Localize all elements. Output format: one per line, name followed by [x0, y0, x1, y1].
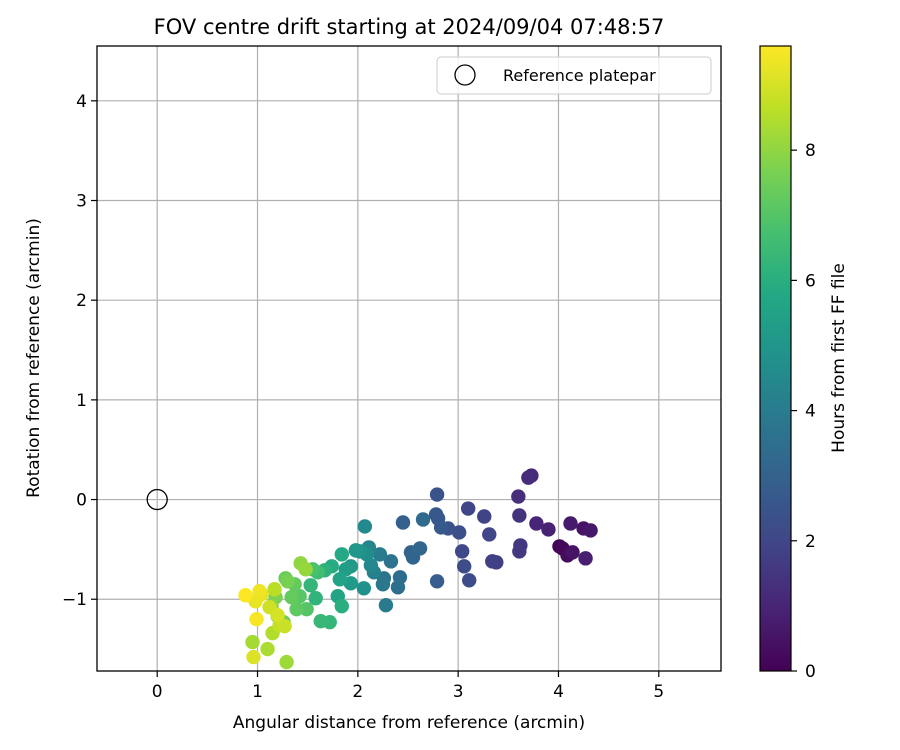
data-point: [477, 509, 492, 524]
data-point: [390, 580, 406, 595]
colorbar-tick-label: 4: [805, 402, 816, 422]
data-point: [249, 611, 264, 627]
data-point: [267, 582, 282, 597]
colorbar: 0 2 4 6 8 Hours from first FF file: [759, 45, 849, 682]
data-point: [332, 572, 347, 587]
gridlines: [97, 46, 721, 671]
data-point: [246, 649, 261, 665]
data-point: [565, 545, 580, 560]
data-point: [260, 641, 275, 657]
data-point: [238, 588, 253, 603]
data-point: [343, 576, 359, 591]
legend-reference-marker: [454, 64, 476, 86]
x-tick-label: 3: [453, 682, 464, 702]
plot-frame: [96, 45, 722, 672]
y-axis-label: Rotation from reference (arcmin): [24, 218, 44, 498]
y-tick-label: 1: [76, 391, 87, 411]
x-tick-label: 1: [252, 682, 263, 702]
colorbar-gradient: [760, 46, 791, 671]
data-point: [284, 590, 299, 605]
data-point: [454, 544, 470, 559]
data-point: [521, 470, 536, 485]
data-point: [412, 541, 428, 556]
y-tick-label: 4: [76, 92, 87, 112]
y-ticks: −1 0 1 2 3 4: [62, 92, 97, 610]
data-point: [383, 554, 399, 569]
colorbar-label: Hours from first FF file: [829, 263, 849, 453]
colorbar-tick-label: 0: [805, 662, 816, 682]
data-point: [372, 547, 388, 562]
data-point: [378, 598, 394, 613]
y-tick-label: 3: [76, 192, 87, 212]
y-tick-label: 2: [76, 291, 87, 311]
data-point: [429, 574, 445, 589]
data-point: [279, 654, 294, 670]
data-point: [280, 574, 295, 589]
colorbar-tick-label: 6: [805, 271, 816, 291]
data-point: [485, 554, 500, 569]
data-point: [303, 578, 318, 593]
data-point: [512, 544, 527, 559]
data-point: [563, 516, 578, 531]
x-tick-label: 0: [152, 682, 163, 702]
data-point: [456, 559, 472, 574]
data-points: [238, 468, 598, 670]
data-point: [334, 547, 349, 562]
data-point: [375, 577, 391, 592]
data-point: [277, 618, 292, 634]
colorbar-tick-label: 2: [805, 532, 816, 552]
data-point: [395, 515, 411, 530]
y-tick-label: 0: [76, 491, 87, 511]
reference-platepar-marker: [146, 488, 168, 511]
data-point: [461, 573, 477, 588]
data-point: [299, 601, 314, 617]
x-axis-label: Angular distance from reference (arcmin): [233, 713, 585, 733]
x-tick-label: 4: [553, 682, 564, 702]
data-point: [460, 501, 476, 516]
data-point: [529, 516, 544, 531]
data-point: [313, 613, 328, 629]
data-point: [363, 558, 379, 573]
data-point: [578, 551, 593, 566]
data-point: [245, 634, 260, 650]
data-point: [356, 581, 372, 596]
data-point: [357, 519, 373, 534]
legend-box: [436, 56, 712, 95]
data-point: [429, 487, 445, 502]
chart-title: FOV centre drift starting at 2024/09/04 …: [154, 15, 665, 39]
data-point: [348, 543, 364, 558]
data-point: [482, 527, 497, 542]
data-point: [308, 591, 323, 606]
y-tick-label: −1: [62, 590, 87, 610]
data-point: [270, 607, 285, 623]
x-ticks: 0 1 2 3 4 5: [152, 671, 664, 702]
legend-label-reference: Reference platepar: [503, 66, 656, 85]
data-point: [451, 525, 467, 540]
data-point: [252, 584, 267, 599]
data-point: [583, 523, 598, 538]
colorbar-tick-label: 8: [805, 141, 816, 161]
x-tick-label: 5: [653, 682, 664, 702]
data-point: [511, 489, 526, 504]
data-point: [415, 512, 431, 527]
data-point: [289, 601, 304, 617]
data-point: [334, 599, 349, 614]
data-point: [298, 562, 313, 577]
data-point: [541, 522, 556, 537]
colorbar-ticks: 0 2 4 6 8: [791, 141, 816, 682]
data-point: [512, 508, 527, 523]
plot-area: [97, 46, 721, 671]
colorbar-frame: [759, 45, 792, 672]
data-point: [433, 520, 449, 535]
x-tick-label: 2: [352, 682, 363, 702]
reference-marker-layer: [146, 488, 168, 511]
legend: Reference platepar: [436, 56, 712, 95]
